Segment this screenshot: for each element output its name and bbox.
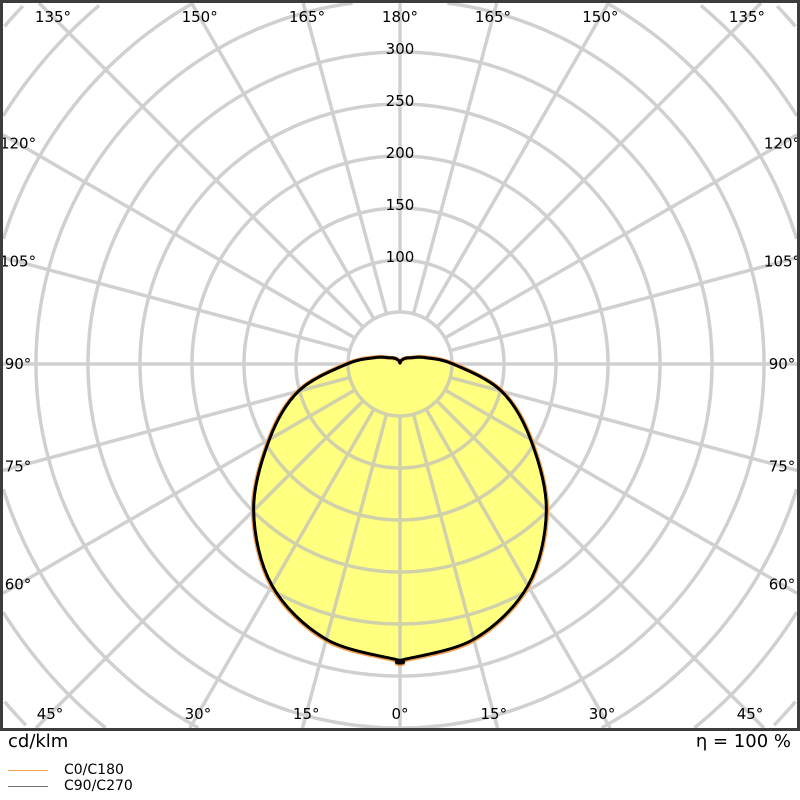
angle-tick-label: 150°: [582, 8, 618, 26]
polar-plot-area: 100 150 200 250 300 135° 150° 165° 180° 165° 150° 1…: [0, 0, 800, 731]
series-line-c90-c270: [252, 355, 548, 665]
grid-spoke: [190, 3, 376, 320]
angle-tick-label: 0°: [391, 705, 408, 723]
angle-tick-label: 150°: [182, 8, 218, 26]
grid-circle: [3, 4, 797, 727]
radial-tick-label: 300: [386, 40, 415, 58]
angle-tick-label: 120°: [3, 134, 36, 152]
legend-swatch: [8, 769, 48, 771]
angle-tick-label: 105°: [764, 253, 797, 271]
legend-label: C0/C180: [64, 762, 124, 778]
unit-label: cd/klm: [8, 731, 69, 752]
legend-label: C90/C270: [64, 778, 133, 794]
angle-tick-label: 45°: [37, 705, 64, 723]
legend-item-c0: C0/C180: [8, 762, 133, 778]
angle-tick-label: 105°: [3, 253, 36, 271]
grid-spoke: [300, 413, 389, 728]
angle-tick-label: 90°: [5, 355, 32, 373]
grid-spoke: [34, 399, 365, 728]
grid-spoke: [444, 388, 797, 595]
legend-item-c90: C90/C270: [8, 778, 133, 794]
angle-tick-label: 90°: [769, 355, 796, 373]
legend-swatch: [8, 785, 48, 787]
angle-tick-label: 75°: [769, 457, 796, 475]
radial-tick-label: 100: [386, 248, 415, 266]
grid-spoke: [449, 375, 797, 473]
legend: C0/C180 C90/C270: [8, 762, 133, 794]
grid-circle: [3, 3, 797, 728]
grid-spoke: [444, 133, 797, 340]
angle-tick-label: 30°: [589, 705, 616, 723]
grid-spoke: [411, 413, 500, 728]
grid-spoke: [449, 255, 797, 353]
grid: [3, 3, 797, 728]
angle-tick-label: 165°: [289, 8, 325, 26]
angle-tick-label: 75°: [5, 457, 32, 475]
grid-spoke: [3, 255, 351, 353]
grid-spoke: [3, 388, 356, 595]
angle-tick-label: 180°: [382, 8, 418, 26]
grid-spoke: [37, 3, 365, 329]
efficiency-label: η = 100 %: [695, 731, 791, 752]
angle-tick-label: 45°: [737, 705, 764, 723]
radial-tick-label: 250: [386, 92, 415, 110]
radial-tick-label: 200: [386, 144, 415, 162]
grid-spoke: [424, 3, 610, 320]
grid-spoke: [3, 375, 351, 473]
angle-tick-label: 120°: [764, 134, 797, 152]
angle-tick-label: 135°: [35, 8, 71, 26]
grid-spoke: [435, 399, 766, 728]
grid-spoke: [424, 408, 612, 728]
grid-spoke: [301, 3, 389, 315]
polar-chart: 100 150 200 250 300 135° 150° 165° 180° 165° 150° 1…: [3, 3, 797, 728]
grid-spoke: [435, 3, 763, 329]
angle-tick-label: 15°: [480, 705, 507, 723]
grid-circle: [34, 3, 766, 728]
grid-circle: [3, 4, 797, 728]
grid-spoke: [188, 408, 376, 728]
grid-spoke: [411, 3, 499, 315]
radial-tick-label: 150: [386, 196, 415, 214]
grid-spoke: [3, 133, 356, 340]
angle-tick-label: 165°: [475, 8, 511, 26]
angle-tick-label: 15°: [293, 705, 320, 723]
angle-tick-label: 135°: [729, 8, 765, 26]
angle-tick-label: 60°: [5, 576, 32, 594]
angle-tick-label: 30°: [185, 705, 212, 723]
angle-tick-label: 60°: [769, 576, 796, 594]
